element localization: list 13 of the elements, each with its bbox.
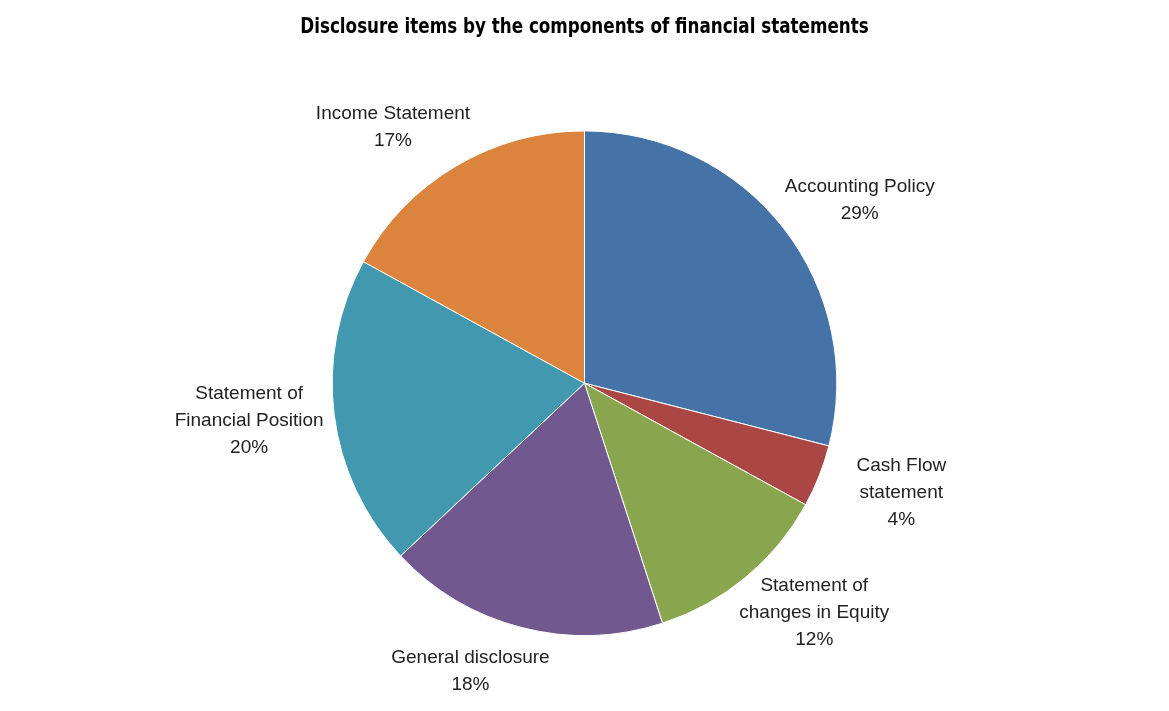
data-label: 12%: [795, 627, 834, 649]
data-label: 20%: [230, 435, 269, 457]
slice-label: Cash Flow statement: [856, 454, 947, 503]
data-label: 17%: [373, 128, 413, 150]
data-label: 18%: [451, 673, 490, 695]
slice-label: Income Statement: [315, 101, 471, 123]
slice-label: General disclosure: [391, 646, 550, 668]
slice-label: Statement of Financial Position: [174, 381, 324, 430]
data-label: 29%: [840, 202, 879, 224]
data-label: 4%: [887, 508, 916, 530]
slice-label: Statement of changes in Equity: [739, 573, 890, 622]
chart-title: Disclosure items by the components of financial statements: [300, 12, 869, 39]
slice-label: Accounting Policy: [784, 175, 936, 197]
